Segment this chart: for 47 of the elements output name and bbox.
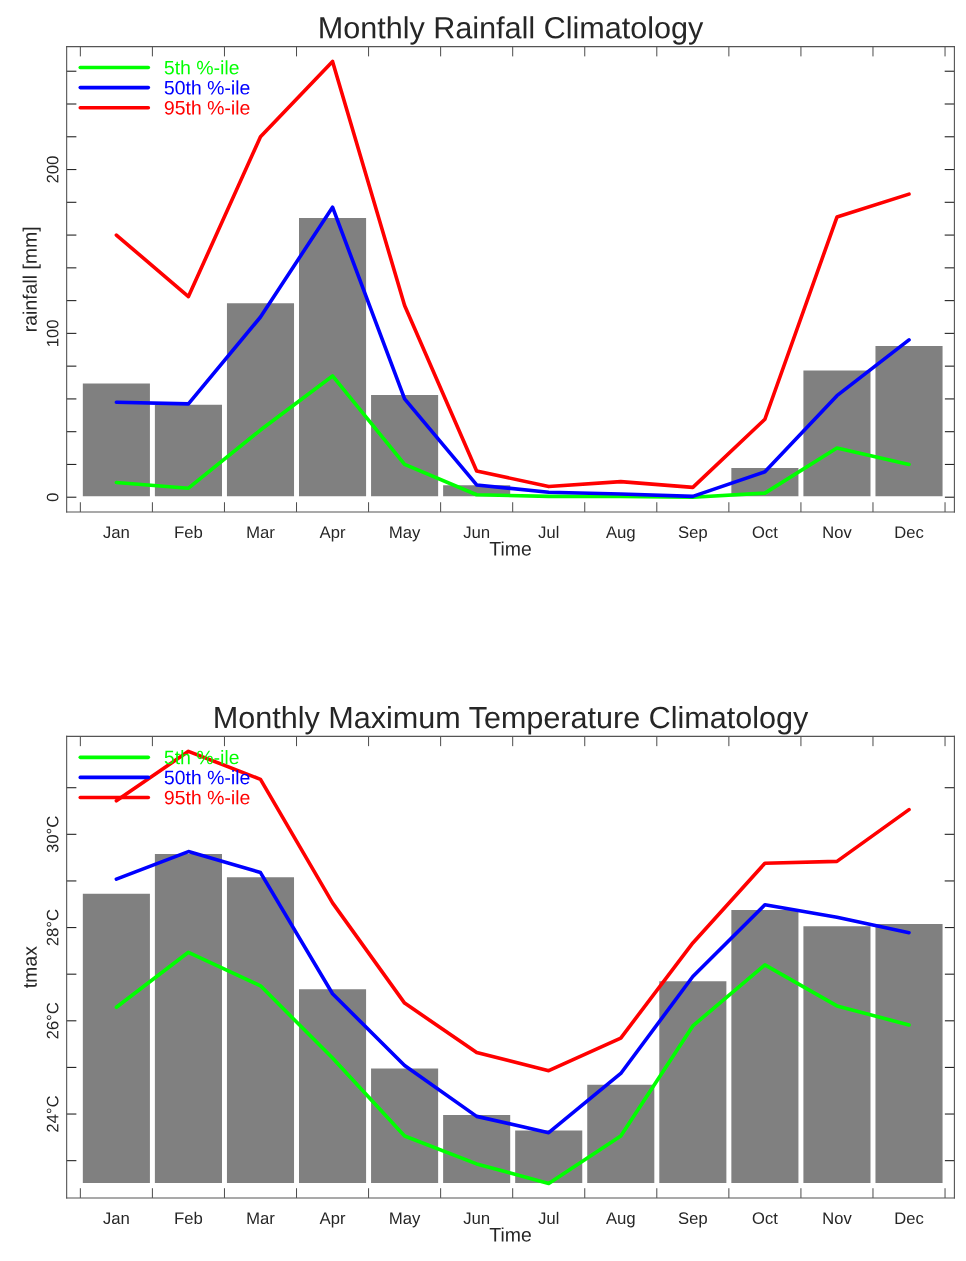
x-tick-label: Sep: [678, 526, 707, 542]
x-tick-label: Jul: [538, 1211, 559, 1225]
x-tick-label: Jan: [103, 1212, 129, 1225]
legend-label: 50th %-ile: [164, 80, 250, 95]
y-tick-label: 200: [46, 156, 59, 183]
x-tick-label: Oct: [752, 526, 778, 539]
x-tick-label: Apr: [319, 526, 346, 542]
x-axis-title: Time: [489, 541, 531, 556]
legend-label: 95th %-ile: [164, 100, 250, 115]
legend-label: 95th %-ile: [164, 790, 250, 805]
y-tick-label: 100: [46, 320, 59, 347]
legend-label: 50th %-ile: [164, 770, 250, 785]
line-series: [114, 849, 911, 1135]
y-axis-title: tmax: [24, 946, 37, 988]
x-tick-label: Nov: [823, 1212, 852, 1225]
x-tick-label: Apr: [319, 1212, 346, 1228]
legend-label: 5th %-ile: [164, 60, 239, 75]
x-axis-title: Time: [489, 1227, 531, 1242]
line-series: [114, 59, 911, 490]
y-tick-label: 26°C: [46, 1002, 59, 1039]
x-tick-label: Feb: [175, 525, 203, 539]
y-tick-label: 24°C: [46, 1096, 59, 1132]
y-tick-label: 0: [46, 493, 59, 502]
line-series: [114, 205, 911, 499]
x-tick-label: Sep: [678, 1212, 707, 1228]
line-series: [114, 374, 911, 500]
x-tick-label: Jul: [538, 525, 559, 539]
y-tick-label: 30°C: [46, 816, 59, 853]
x-tick-label: Aug: [605, 526, 635, 542]
y-axis-title: rainfall [mm]: [22, 227, 41, 331]
x-tick-label: Jun: [463, 1212, 490, 1225]
x-tick-label: Dec: [895, 1212, 924, 1225]
line-series: [114, 950, 911, 1186]
x-tick-label: May: [390, 1212, 421, 1228]
chart-title: Monthly Maximum Temperature Climatology: [215, 705, 809, 735]
x-tick-label: Jan: [103, 526, 129, 539]
x-tick-label: Oct: [752, 1212, 778, 1225]
x-tick-label: Nov: [823, 526, 852, 539]
y-tick-label: 28°C: [46, 909, 59, 946]
chart-title: Monthly Rainfall Climatology: [320, 16, 704, 45]
x-tick-label: Aug: [605, 1212, 635, 1228]
x-tick-label: Mar: [247, 1212, 275, 1225]
x-tick-label: Feb: [175, 1211, 203, 1225]
x-tick-label: May: [390, 526, 421, 542]
x-tick-label: Jun: [463, 526, 490, 539]
x-tick-label: Mar: [247, 526, 275, 539]
x-tick-label: Dec: [895, 526, 924, 539]
